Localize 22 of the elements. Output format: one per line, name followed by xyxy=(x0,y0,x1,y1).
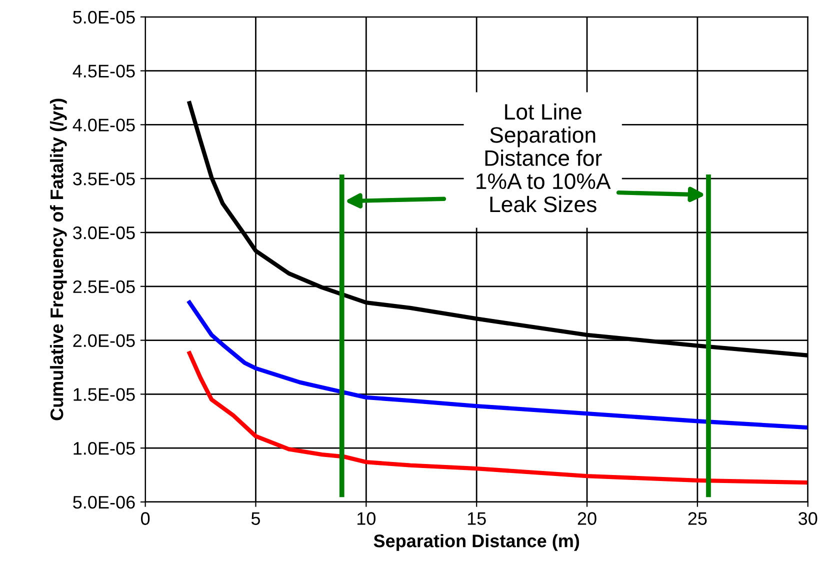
x-tick-label: 10 xyxy=(358,512,376,525)
y-tick-label: 2.5E-05 xyxy=(73,280,135,294)
x-tick-label: 20 xyxy=(578,512,596,525)
x-tick-label: 0 xyxy=(141,512,150,525)
y-tick-label: 3.5E-05 xyxy=(73,172,135,186)
y-tick-label: 2.0E-05 xyxy=(73,334,135,347)
annotation: Lot Line Separation Distance for 1%A to 10%A Leak Sizes xyxy=(476,103,611,212)
x-tick-label: 30 xyxy=(798,512,818,525)
y-tick-label: 1.0E-05 xyxy=(74,442,135,455)
y-tick-label: 4.5E-05 xyxy=(72,64,135,78)
line-series xyxy=(187,300,808,430)
y-axis-title: Cumulative Frequency of Fatality (/yr) xyxy=(50,98,67,420)
y-tick-label: 5.0E-05 xyxy=(73,10,135,24)
y-tick-label: 5.0E-06 xyxy=(73,496,135,509)
y-tick-label: 1.5E-05 xyxy=(74,388,135,401)
y-tick-label: 4.0E-05 xyxy=(72,118,135,132)
x-tick-label: 5 xyxy=(251,512,260,525)
line-series xyxy=(187,351,808,485)
y-tick-label: 3.0E-05 xyxy=(73,226,135,240)
x-axis-title: Separation Distance (m) xyxy=(374,534,580,551)
x-tick-label: 15 xyxy=(468,512,486,525)
x-tick-label: 25 xyxy=(688,512,707,525)
